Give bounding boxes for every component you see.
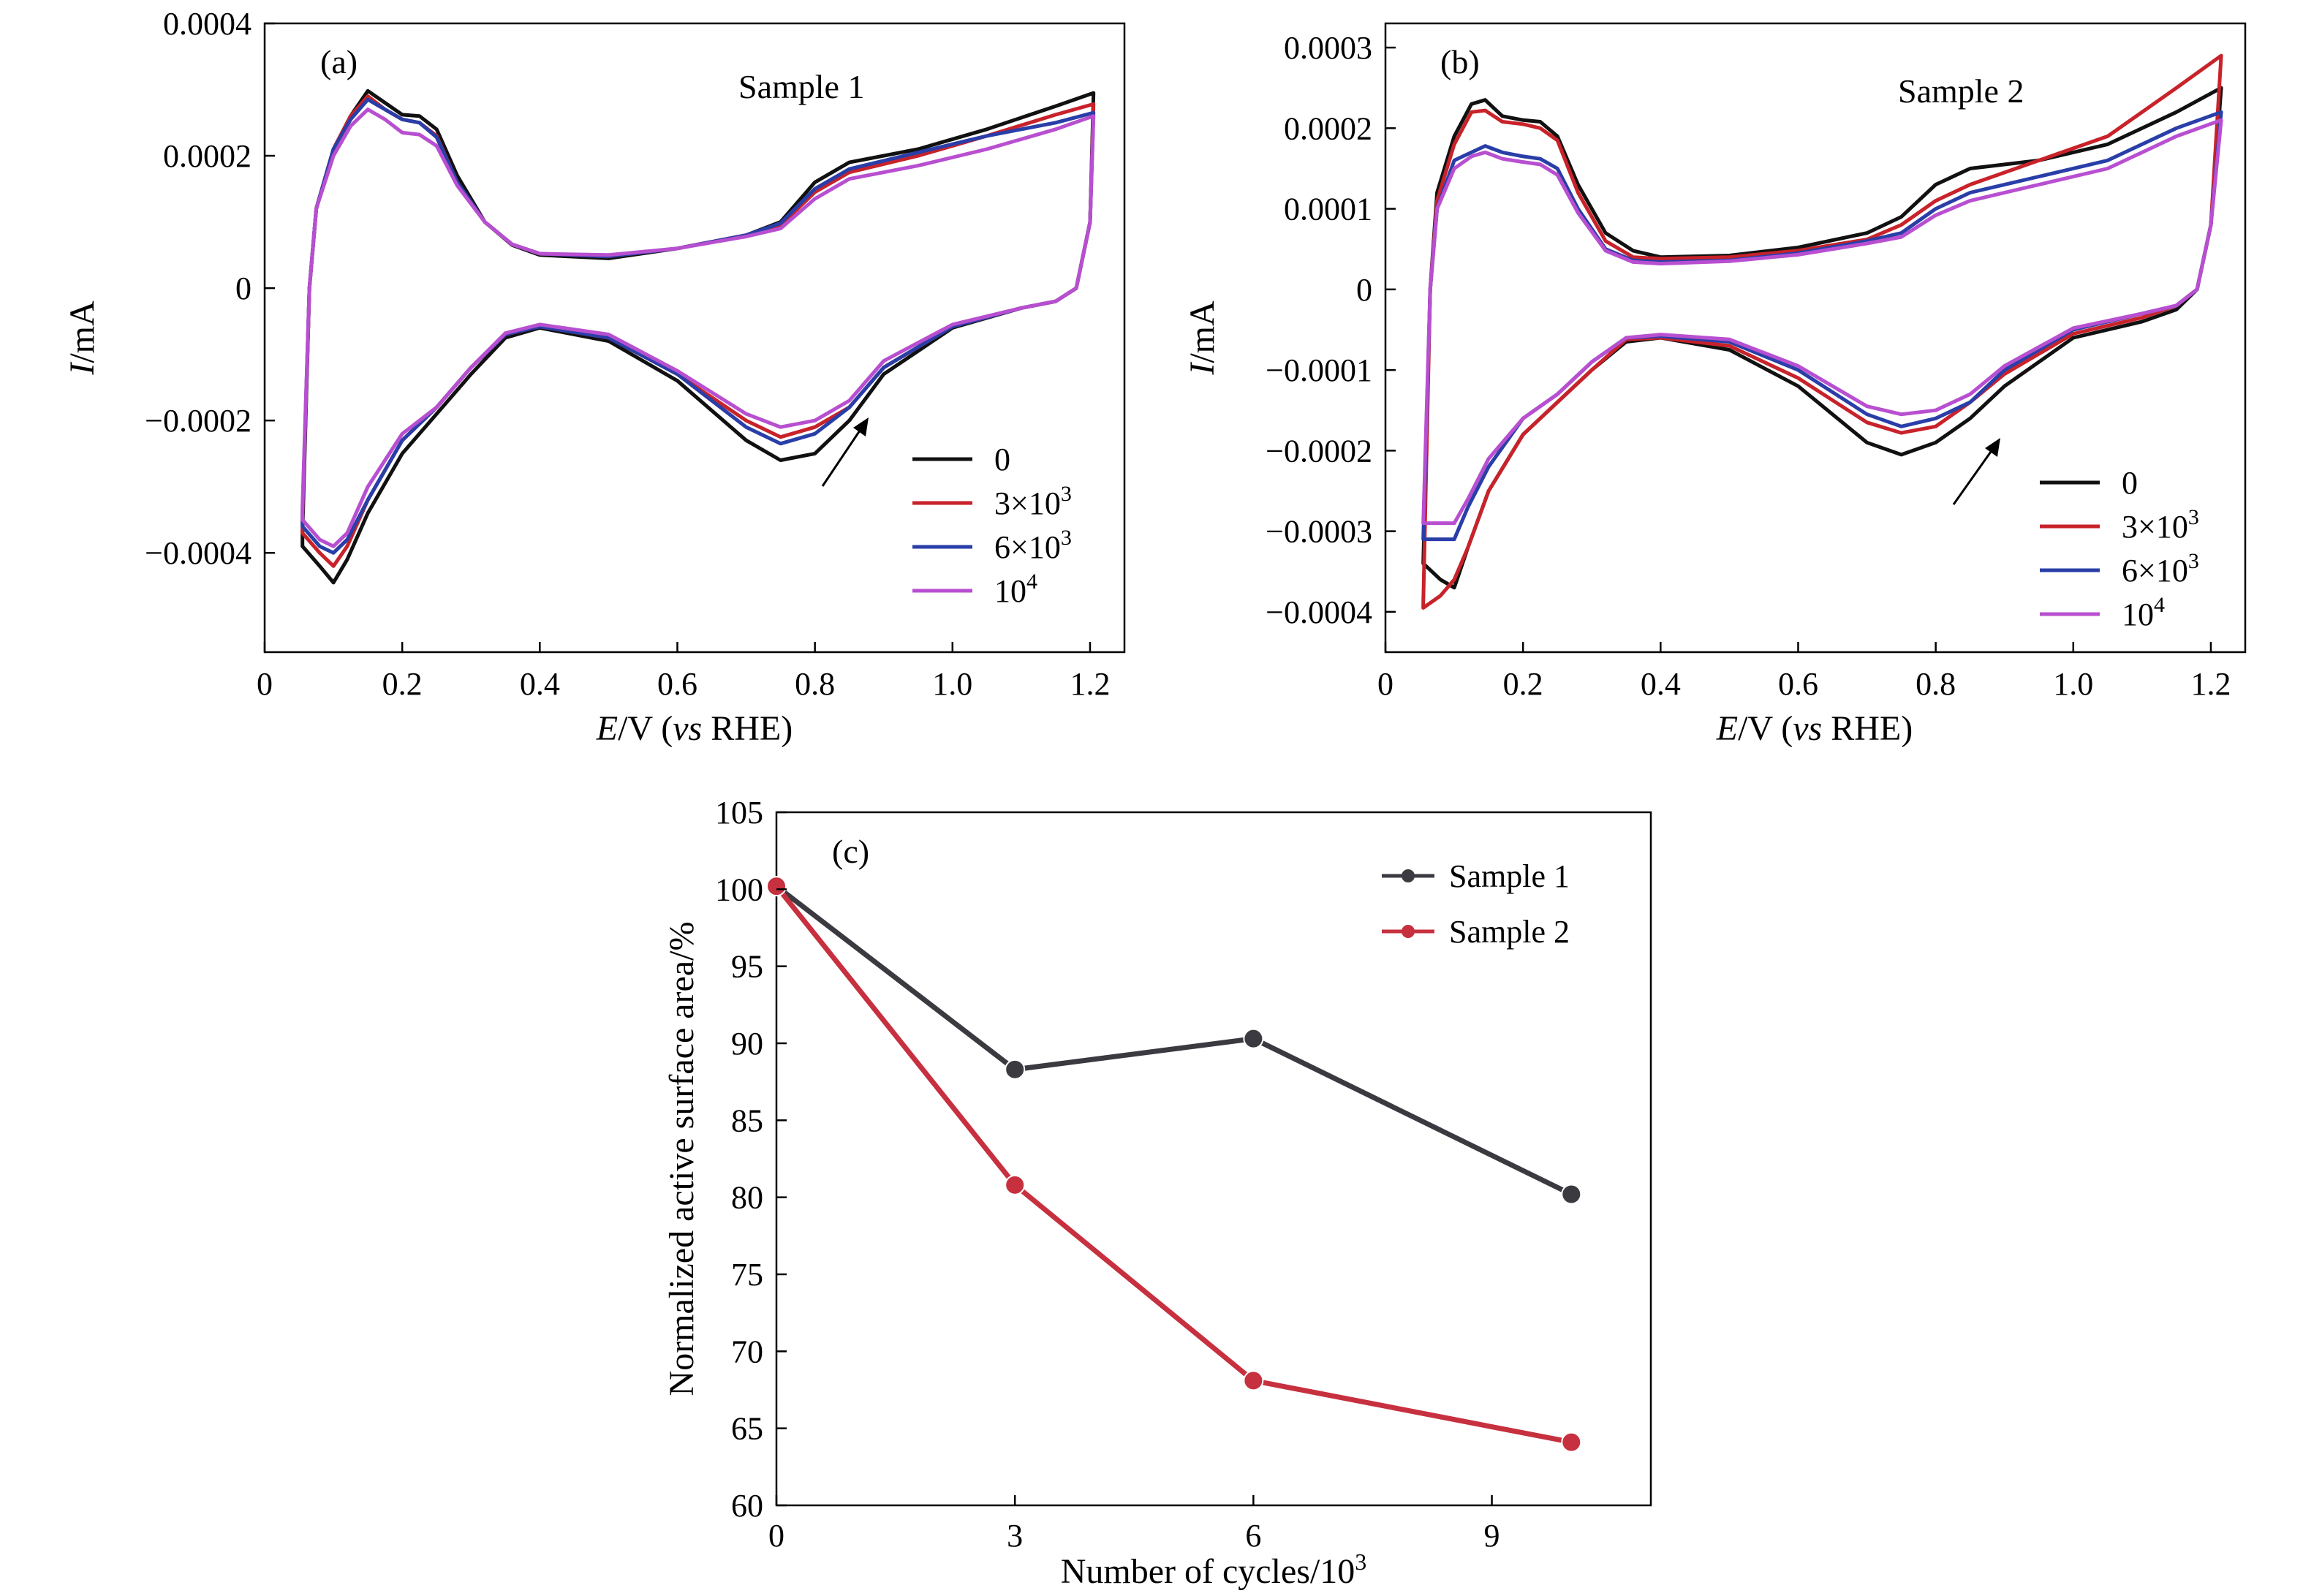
panel-c-y-tick-label: 95 — [731, 949, 763, 985]
panel-a-y-tick-label: −0.0004 — [145, 535, 252, 571]
panel-b-y-tick-label: −0.0002 — [1266, 433, 1372, 469]
panel-b-label: (b) — [1440, 43, 1480, 80]
panel-c-y-tick-label: 60 — [731, 1488, 763, 1524]
panel-b-x-tick-label: 0.2 — [1503, 666, 1543, 702]
panel-c-x-tick-label: 9 — [1484, 1518, 1500, 1554]
panel-b-y-tick-label: 0.0002 — [1284, 110, 1372, 146]
panel-c-series-0-point — [1005, 1059, 1026, 1080]
panel-a-x-tick-label: 0.6 — [657, 666, 697, 702]
panel-c-y-tick-label: 105 — [715, 795, 763, 831]
panel-a-legend-label-0: 0 — [994, 442, 1010, 477]
panel-b-legend-label-1: 3×103 — [2122, 505, 2199, 545]
panel-c-y-axis-label: Normalized active surface area/% — [662, 922, 701, 1396]
panel-c-series-0-line — [774, 884, 1573, 1197]
panel-a-series-1-curve — [300, 94, 1096, 568]
panel-b-y-axis-label: I/mA — [1183, 300, 1222, 376]
panel-c-legend: Sample 1 Sample 2 — [1382, 858, 1570, 950]
panel-c-y-tick-label: 65 — [731, 1411, 763, 1447]
panel-c-y-tick-label: 80 — [731, 1180, 763, 1216]
panel-b-y-tick-label: −0.0001 — [1266, 352, 1372, 388]
panel-a-y-tick-label: 0 — [235, 271, 252, 306]
panel-b-arrow — [1952, 438, 2000, 505]
panel-a-legend-label-1: 3×103 — [994, 482, 1072, 521]
panel-b-ticks: 0 0.2 0.4 0.6 0.8 1.0 1.20.00030.00020.00010−0… — [1266, 30, 2231, 702]
panel-a-plot-frame — [263, 22, 1126, 654]
panel-b-y-tick-label: 0.0003 — [1284, 30, 1372, 66]
panel-a-x-tick-label: 1.2 — [1070, 666, 1110, 702]
panel-a-cv-sample-1: 0 0.2 0.4 0.6 0.8 1.0 1.2 0.0004 0.0002 0 −0.0002 −… — [63, 6, 1126, 748]
panel-a-x-tick-label: 0.8 — [795, 666, 835, 702]
panel-a-y-axis-label: I/mA — [63, 300, 102, 376]
panel-a-y-tick-label: −0.0002 — [145, 403, 252, 439]
panel-a-x-axis-label: E/V (vs RHE) — [596, 709, 793, 748]
panel-c-legend-marker-0 — [1402, 869, 1415, 882]
panel-a-ticks: 0 0.2 0.4 0.6 0.8 1.0 1.2 0.0004 0.0002 0 −0.0002 −… — [145, 6, 1110, 702]
panel-c-x-tick-label: 6 — [1245, 1518, 1261, 1554]
panel-c-label: (c) — [832, 833, 869, 870]
panel-c-series-1-line — [774, 884, 1572, 1445]
panel-c-series-1-point — [1243, 1370, 1264, 1391]
panel-a-y-tick-label: 0.0004 — [163, 6, 252, 42]
panel-a-legend: 0 3×103 6×103 104 — [912, 442, 1072, 609]
panel-a-x-tick-label: 0.4 — [520, 666, 560, 702]
panel-c-series-0-point — [1561, 1184, 1582, 1205]
panel-c-series-1-point — [1005, 1174, 1026, 1195]
panel-a-legend-label-2: 6×103 — [994, 526, 1072, 565]
panel-c-series-0-point — [1243, 1028, 1264, 1049]
panel-c-legend-label-1: Sample 2 — [1449, 914, 1570, 950]
panel-b-series-1-curve — [1421, 53, 2223, 610]
panel-c-legend-marker-1 — [1402, 925, 1415, 938]
panel-a-legend-label-3: 104 — [994, 570, 1037, 609]
panel-b-plot-frame — [1384, 22, 2247, 654]
panel-b-x-tick-label: 0.8 — [1916, 666, 1956, 702]
panel-b-x-tick-label: 0.4 — [1641, 666, 1681, 702]
panel-a-x-tick-label: 1.0 — [932, 666, 972, 702]
panel-b-cv-sample-2: 0 0.2 0.4 0.6 0.8 1.0 1.20.00030.00020.00010−0… — [1183, 22, 2247, 748]
panel-a-arrow — [821, 417, 869, 487]
panel-b-x-tick-label: 0 — [1377, 666, 1393, 702]
panel-c-y-tick-label: 85 — [731, 1103, 763, 1138]
panel-a-series-2-curve — [300, 97, 1096, 555]
panel-a-x-tick-label: 0.2 — [382, 666, 423, 702]
panel-c-x-tick-label: 3 — [1007, 1518, 1023, 1554]
panel-b-x-tick-label: 1.2 — [2190, 666, 2231, 702]
panel-b-sample-annotation: Sample 2 — [1898, 72, 2024, 110]
panel-a-series-3-curve — [300, 107, 1096, 548]
panel-b-y-tick-label: −0.0003 — [1266, 514, 1372, 550]
panel-a-label: (a) — [320, 43, 358, 80]
panel-c-series-1-point — [766, 876, 787, 897]
panel-c-legend-label-0: Sample 1 — [1449, 858, 1570, 894]
panel-b-x-tick-label: 0.6 — [1778, 666, 1818, 702]
panel-b-legend-label-2: 6×103 — [2122, 549, 2199, 589]
panel-c-plot-frame — [775, 811, 1652, 1507]
panel-c-x-tick-label: 0 — [768, 1518, 784, 1554]
panel-a-series-0-curve — [300, 88, 1096, 585]
panel-a-y-tick-label: 0.0002 — [163, 138, 252, 174]
panel-b-series-group — [1421, 53, 2223, 610]
panel-b-series-3-curve — [1421, 118, 2223, 526]
panel-b-legend-label-0: 0 — [2122, 465, 2138, 501]
panel-b-y-tick-label: 0 — [1356, 272, 1372, 308]
panel-c-series-group — [766, 876, 1582, 1453]
panel-a-series-group — [300, 88, 1096, 585]
panel-b-legend-label-3: 104 — [2122, 593, 2165, 632]
panel-c-y-tick-label: 70 — [731, 1334, 763, 1369]
panel-c-y-tick-label: 100 — [715, 871, 763, 907]
panel-c-x-axis-label: Number of cycles/103 — [1061, 1548, 1367, 1591]
panel-a-x-tick-label: 0 — [257, 666, 273, 702]
panel-c-y-tick-label: 75 — [731, 1257, 763, 1293]
panel-b-y-tick-label: −0.0004 — [1266, 594, 1372, 630]
panel-b-y-tick-label: 0.0001 — [1284, 192, 1372, 227]
panel-c-series-1-point — [1561, 1432, 1582, 1453]
panel-b-x-tick-label: 1.0 — [2053, 666, 2093, 702]
panel-c-y-tick-label: 90 — [731, 1026, 763, 1062]
panel-a-sample-annotation: Sample 1 — [738, 68, 864, 105]
panel-c-ticks: 0 3 6 9 60 65 70 75 80 85 90 95 100 105 — [715, 795, 1500, 1554]
panel-b-x-axis-label: E/V (vs RHE) — [1716, 709, 1913, 748]
